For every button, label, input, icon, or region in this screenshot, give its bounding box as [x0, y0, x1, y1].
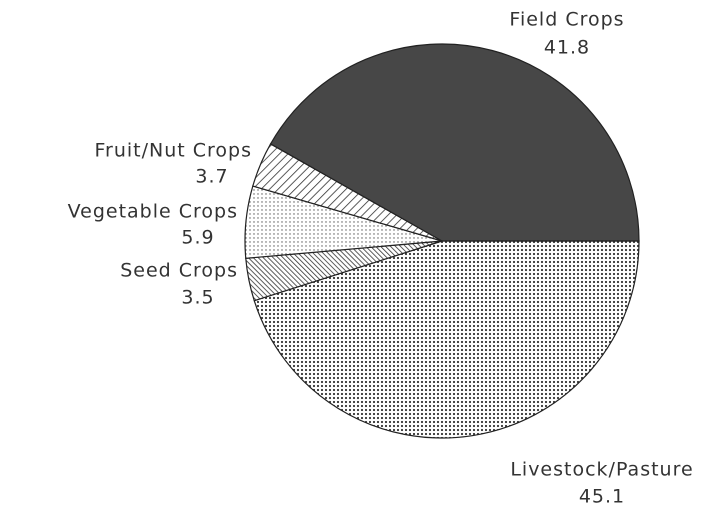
pie-slice	[253, 240, 640, 439]
slice-value: 3.7	[195, 166, 228, 188]
slice-label: Field Crops	[509, 9, 624, 31]
slice-value: 3.5	[181, 287, 214, 309]
slice-value: 41.8	[544, 37, 590, 59]
slice-value: 45.1	[579, 486, 625, 508]
pie-slice	[269, 43, 640, 242]
slice-label: Vegetable Crops	[68, 201, 238, 223]
slice-label: Fruit/Nut Crops	[94, 140, 252, 162]
slice-value: 5.9	[181, 227, 214, 249]
slice-label: Livestock/Pasture	[510, 459, 693, 481]
slice-label: Seed Crops	[120, 260, 238, 282]
